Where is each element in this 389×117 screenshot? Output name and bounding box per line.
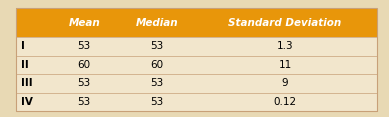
Bar xyxy=(48,8,121,37)
Bar xyxy=(48,37,121,56)
Text: 11: 11 xyxy=(279,60,292,70)
Bar xyxy=(121,56,193,74)
Text: II: II xyxy=(21,60,29,70)
Text: 53: 53 xyxy=(78,41,91,51)
Bar xyxy=(48,74,121,93)
Text: 53: 53 xyxy=(150,97,163,107)
Text: 60: 60 xyxy=(78,60,91,70)
Text: Standard Deviation: Standard Deviation xyxy=(228,18,342,28)
Text: I: I xyxy=(21,41,25,51)
Bar xyxy=(193,8,377,37)
Text: IV: IV xyxy=(21,97,33,107)
Text: Mean: Mean xyxy=(68,18,100,28)
Text: 9: 9 xyxy=(282,78,288,88)
Bar xyxy=(193,56,377,74)
Bar xyxy=(121,93,193,111)
Bar xyxy=(16,37,48,56)
Bar xyxy=(16,8,377,111)
Text: 0.12: 0.12 xyxy=(273,97,297,107)
Bar xyxy=(193,93,377,111)
Bar xyxy=(121,74,193,93)
Bar xyxy=(121,8,193,37)
Bar xyxy=(16,74,48,93)
Bar xyxy=(193,74,377,93)
Text: 53: 53 xyxy=(78,97,91,107)
Bar xyxy=(16,56,48,74)
Text: 53: 53 xyxy=(150,41,163,51)
Text: 1.3: 1.3 xyxy=(277,41,293,51)
Text: III: III xyxy=(21,78,33,88)
Bar xyxy=(193,37,377,56)
Bar xyxy=(16,8,48,37)
Text: 53: 53 xyxy=(78,78,91,88)
Bar xyxy=(48,93,121,111)
Text: 53: 53 xyxy=(150,78,163,88)
Text: 60: 60 xyxy=(150,60,163,70)
Bar xyxy=(48,56,121,74)
Text: Median: Median xyxy=(135,18,178,28)
Bar xyxy=(121,37,193,56)
Bar xyxy=(16,93,48,111)
